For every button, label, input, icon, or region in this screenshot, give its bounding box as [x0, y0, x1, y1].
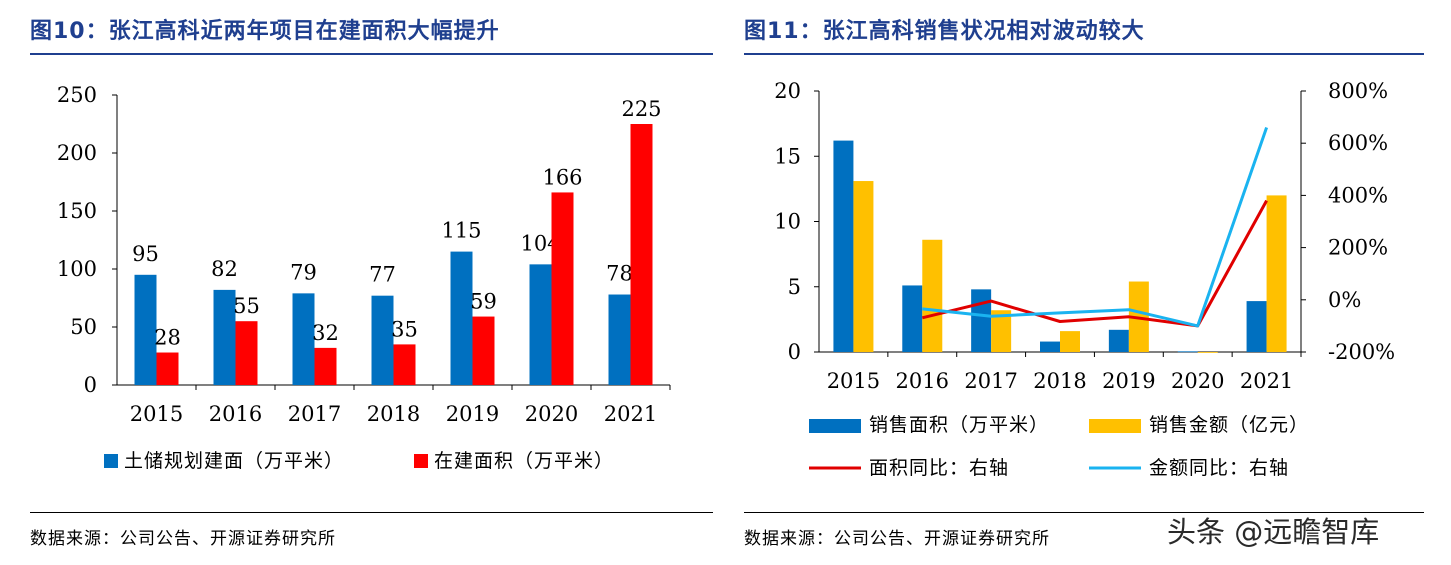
left-tick-label: 0 [788, 340, 801, 364]
bar-sales-area [1108, 329, 1129, 352]
chart-title-2: 图11：张江高科销售状况相对波动较大 [744, 19, 1145, 44]
x-tick-label: 2015 [827, 369, 880, 393]
y-tick-label: 50 [70, 315, 97, 339]
bar-under-construction [235, 321, 258, 385]
right-tick-label: 600% [1328, 131, 1388, 155]
bar-sales-area [902, 285, 923, 352]
bar-data-label: 32 [312, 321, 339, 345]
legend-label: 面积同比：右轴 [869, 457, 1009, 479]
source-note-2: 数据来源：公司公告、开源证券研究所 [744, 529, 1050, 549]
legend-label: 在建面积（万平米） [434, 450, 614, 472]
bar-chart-1: 0 50 100 150 200 250 2015 95 28 2016 82 55 2017 79 32 2… [57, 83, 671, 472]
source-divider-2 [744, 512, 1424, 513]
bar-sales-amount [922, 239, 943, 352]
bar-data-label: 115 [441, 219, 481, 243]
legend-label: 金额同比：右轴 [1149, 457, 1289, 479]
chart-panel-1: 图10：张江高科近两年项目在建面积大幅提升 0 50 100 150 200 250 201… [30, 0, 713, 565]
bar-land-reserve [450, 251, 473, 385]
line-area-yoy [921, 199, 1268, 328]
right-tick-label: 800% [1328, 79, 1388, 103]
bar-sales-amount [1197, 352, 1218, 353]
y-tick-label: 250 [57, 83, 97, 107]
bar-sales-area [833, 140, 854, 352]
left-tick-label: 20 [774, 79, 801, 103]
x-tick-label: 2019 [446, 402, 499, 426]
watermark: 头条 @远瞻智库 [1167, 515, 1380, 549]
y-tick-label: 200 [57, 141, 97, 165]
bar-data-label: 225 [621, 97, 661, 121]
source-divider-1 [30, 512, 713, 513]
bar-sales-area [1040, 341, 1060, 352]
x-tick-label: 2017 [288, 402, 341, 426]
bar-sales-amount [991, 310, 1012, 352]
right-tick-label: 200% [1328, 236, 1388, 260]
y-tick-label: 0 [84, 373, 97, 397]
chart-panel-2: 图11：张江高科销售状况相对波动较大 0 5 10 15 20 -200% 0% 200% 40… [744, 0, 1424, 565]
bar-land-reserve [608, 294, 631, 385]
x-tick-label: 2017 [964, 369, 1017, 393]
bar-data-label: 77 [369, 263, 396, 287]
source-note-1: 数据来源：公司公告、开源证券研究所 [30, 529, 336, 549]
x-tick-label: 2018 [367, 402, 420, 426]
line-amount-yoy [922, 127, 1269, 328]
x-tick-label: 2018 [1033, 369, 1086, 393]
x-tick-label: 2020 [525, 402, 578, 426]
bar-data-label: 35 [391, 317, 418, 341]
bar-data-label: 166 [542, 165, 582, 189]
bar-under-construction [156, 352, 179, 385]
bar-under-construction [314, 347, 337, 385]
bar-sales-amount [1266, 195, 1287, 352]
bar-land-reserve [213, 289, 236, 385]
x-tick-label: 2020 [1171, 369, 1224, 393]
legend-label: 销售面积（万平米） [869, 414, 1049, 436]
combo-chart-2: 0 5 10 15 20 -200% 0% 200% 400% 600% 800% 2015 2016 2… [774, 79, 1395, 479]
bar-data-label: 82 [211, 257, 238, 281]
legend-swatch [809, 419, 861, 433]
bar-under-construction [551, 192, 574, 385]
x-tick-label: 2016 [209, 402, 262, 426]
bar-sales-area [1177, 351, 1198, 353]
right-tick-label: 400% [1328, 183, 1388, 207]
right-tick-label: -200% [1328, 340, 1395, 364]
y-tick-label: 150 [57, 199, 97, 223]
right-tick-label: 0% [1328, 288, 1361, 312]
legend-swatch [1089, 419, 1141, 433]
bar-under-construction [630, 124, 653, 385]
bar-sales-amount [853, 181, 874, 352]
bar-land-reserve [529, 264, 552, 385]
title-divider-2 [744, 53, 1424, 55]
x-tick-label: 2021 [604, 402, 657, 426]
legend-label: 销售金额（亿元） [1149, 414, 1309, 436]
chart-title-1: 图10：张江高科近两年项目在建面积大幅提升 [30, 19, 500, 44]
title-divider-1 [30, 53, 713, 55]
bar-data-label: 95 [132, 242, 159, 266]
x-tick-label: 2016 [896, 369, 949, 393]
bar-sales-amount [1060, 331, 1080, 352]
bar-sales-area [1246, 301, 1267, 352]
bar-under-construction [393, 344, 416, 385]
bar-data-label: 79 [290, 260, 317, 284]
x-tick-label: 2021 [1240, 369, 1293, 393]
x-tick-label: 2015 [130, 402, 183, 426]
bar-under-construction [472, 316, 495, 385]
legend-swatch [414, 454, 428, 468]
bar-data-label: 28 [154, 326, 181, 350]
left-tick-label: 5 [788, 275, 801, 299]
legend-swatch [104, 454, 118, 468]
bar-land-reserve [292, 293, 315, 385]
y-tick-label: 100 [57, 257, 97, 281]
bar-data-label: 78 [606, 262, 633, 286]
legend-label: 土储规划建面（万平米） [124, 450, 344, 472]
x-tick-label: 2019 [1102, 369, 1155, 393]
left-tick-label: 15 [774, 144, 801, 168]
bar-data-label: 59 [470, 290, 497, 314]
bar-sales-area [971, 289, 992, 352]
bar-data-label: 55 [233, 294, 260, 318]
bar-land-reserve [371, 295, 394, 385]
bar-land-reserve [134, 274, 157, 385]
left-tick-label: 10 [774, 210, 801, 234]
